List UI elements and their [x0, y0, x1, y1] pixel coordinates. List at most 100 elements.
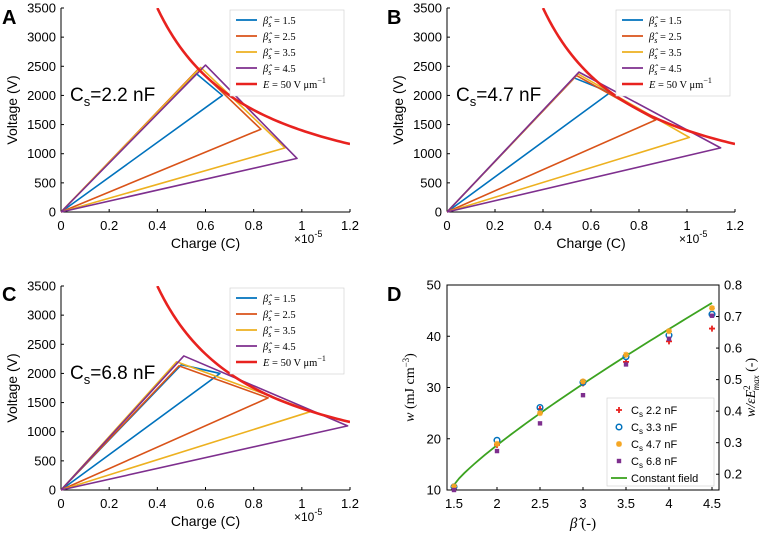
legend-marker [616, 407, 622, 413]
capacitance-annotation: Cs=4.7 nF [456, 85, 541, 109]
cycle-triangle-2 [60, 365, 269, 491]
capacitance-annotation: Cs=6.8 nF [70, 363, 155, 387]
legend-entry: β̂s = 3.5 [262, 48, 296, 61]
legend-entry: Constant field [631, 473, 698, 485]
panel-a: A 0 500 1000 1500 2000 2500 3000 3500 0 0.2 0.4 0.6 0… [2, 1, 359, 252]
legend-box [606, 397, 715, 487]
data-point [451, 487, 457, 493]
x-tick-label: 0.6 [196, 218, 214, 233]
field-limit-curve [541, 8, 735, 146]
legend-entry: Cs 3.3 nF [631, 422, 677, 436]
y2-tick-label: 0.5 [724, 372, 742, 387]
panel-letter: D [387, 284, 401, 306]
x-tick-label: 4.5 [703, 496, 721, 511]
y-tick-label: 10 [427, 483, 441, 498]
legend-entry: β̂s = 4.5 [262, 342, 296, 355]
x-multiplier: ×10-5 [294, 507, 322, 524]
y-axis-label: Voltage (V) [4, 75, 20, 144]
y-tick-label: 1000 [27, 146, 56, 161]
x-tick-label: 1 [298, 218, 305, 233]
legend-entry: β̂s = 1.5 [648, 16, 682, 29]
series-2 [450, 310, 716, 491]
y-tick-label: 50 [427, 278, 441, 293]
y2-tick-label: 0.7 [724, 309, 742, 324]
y-tick-label: 2500 [27, 59, 56, 74]
x-tick-label: 2.5 [531, 496, 549, 511]
data-point [666, 328, 672, 335]
x-tick-label: 0 [57, 218, 64, 233]
y2-tick-label: 0.6 [724, 341, 742, 356]
y-tick-label: 3500 [413, 1, 442, 16]
legend-entry: E = 50 V μm−1 [648, 76, 712, 91]
legend-box [229, 9, 345, 97]
y-tick-label: 2000 [413, 88, 442, 103]
x-tick-label: 0.6 [196, 496, 214, 511]
legend: β̂s = 1.5 β̂s = 2.5 β̂s = 3.5 β̂s = 4.5E = … [229, 9, 345, 97]
y-tick-label: 1500 [413, 117, 442, 132]
y-axis-label: w (mJ cm−3) [401, 353, 418, 422]
x-multiplier: ×10-5 [294, 229, 322, 246]
legend: Cs 2.2 nF Cs 3.3 nF Cs 4.7 nF Cs 6.8 nF Cons… [606, 397, 715, 487]
y-tick-label: 0 [435, 205, 442, 220]
y2-tick-label: 0.2 [724, 467, 742, 482]
y-tick-label: 20 [427, 431, 441, 446]
data-point [580, 392, 586, 398]
x-axis-label: Charge (C) [171, 513, 240, 529]
x-tick-label: 1.5 [445, 496, 463, 511]
x-tick-label: 0.8 [245, 218, 263, 233]
y-tick-label: 3500 [27, 279, 56, 294]
cycle-triangle-3 [60, 66, 286, 213]
data-point [494, 440, 500, 447]
y2-axis-label: w/εE2max (-) [742, 358, 761, 418]
data-point [537, 410, 543, 417]
x-tick-label: 1 [683, 218, 690, 233]
legend-marker [615, 423, 623, 431]
x-tick-label: 4 [665, 496, 672, 511]
legend-box [229, 287, 345, 375]
x-tick-label: 0.8 [245, 496, 263, 511]
y-tick-label: 2500 [413, 59, 442, 74]
y-tick-label: 1000 [27, 424, 56, 439]
x-tick-label: 0.6 [582, 218, 600, 233]
data-point [494, 448, 500, 454]
y-axis-label: Voltage (V) [390, 75, 406, 144]
x-tick-label: 0 [443, 218, 450, 233]
y-tick-label: 3000 [413, 30, 442, 45]
legend-entry: β̂s = 3.5 [648, 48, 682, 61]
x-tick-label: 0.2 [100, 218, 118, 233]
legend-entry: β̂s = 1.5 [262, 294, 296, 307]
data-point [709, 325, 715, 332]
legend: β̂s = 1.5 β̂s = 2.5 β̂s = 3.5 β̂s = 4.5E = … [229, 287, 345, 375]
data-point [537, 421, 543, 426]
y-axis-label: Voltage (V) [4, 353, 20, 422]
cycle-triangle-4 [446, 71, 722, 213]
panel-letter: A [2, 7, 16, 29]
x-multiplier: ×10-5 [679, 229, 707, 246]
y-tick-label: 1000 [413, 146, 442, 161]
field-limit-curve [156, 286, 350, 424]
x-tick-label: 1 [298, 496, 305, 511]
cycle-triangle-4 [60, 355, 349, 491]
data-point [709, 313, 715, 318]
panel-letter: C [2, 284, 16, 306]
x-tick-label: 0.8 [630, 218, 648, 233]
data-point [623, 362, 629, 367]
x-axis-label: Charge (C) [556, 235, 625, 251]
data-point [709, 305, 715, 312]
x-axis-label: β̂ (-) [569, 516, 596, 532]
legend-box [615, 9, 731, 97]
y-tick-label: 2000 [27, 366, 56, 381]
x-tick-label: 0 [57, 496, 64, 511]
x-tick-label: 0.4 [534, 218, 552, 233]
y-tick-label: 3000 [27, 308, 56, 323]
y2-tick-label: 0.8 [724, 278, 742, 293]
y2-tick-label: 0.4 [724, 404, 742, 419]
legend-entry: Cs 2.2 nF [631, 405, 677, 419]
capacitance-annotation: Cs=2.2 nF [70, 85, 155, 109]
field-limit-curve [156, 8, 350, 146]
y-tick-label: 3000 [27, 30, 56, 45]
x-tick-label: 0.4 [148, 218, 166, 233]
legend: β̂s = 1.5 β̂s = 2.5 β̂s = 3.5 β̂s = 4.5E = … [615, 9, 731, 97]
x-tick-label: 3 [579, 496, 586, 511]
